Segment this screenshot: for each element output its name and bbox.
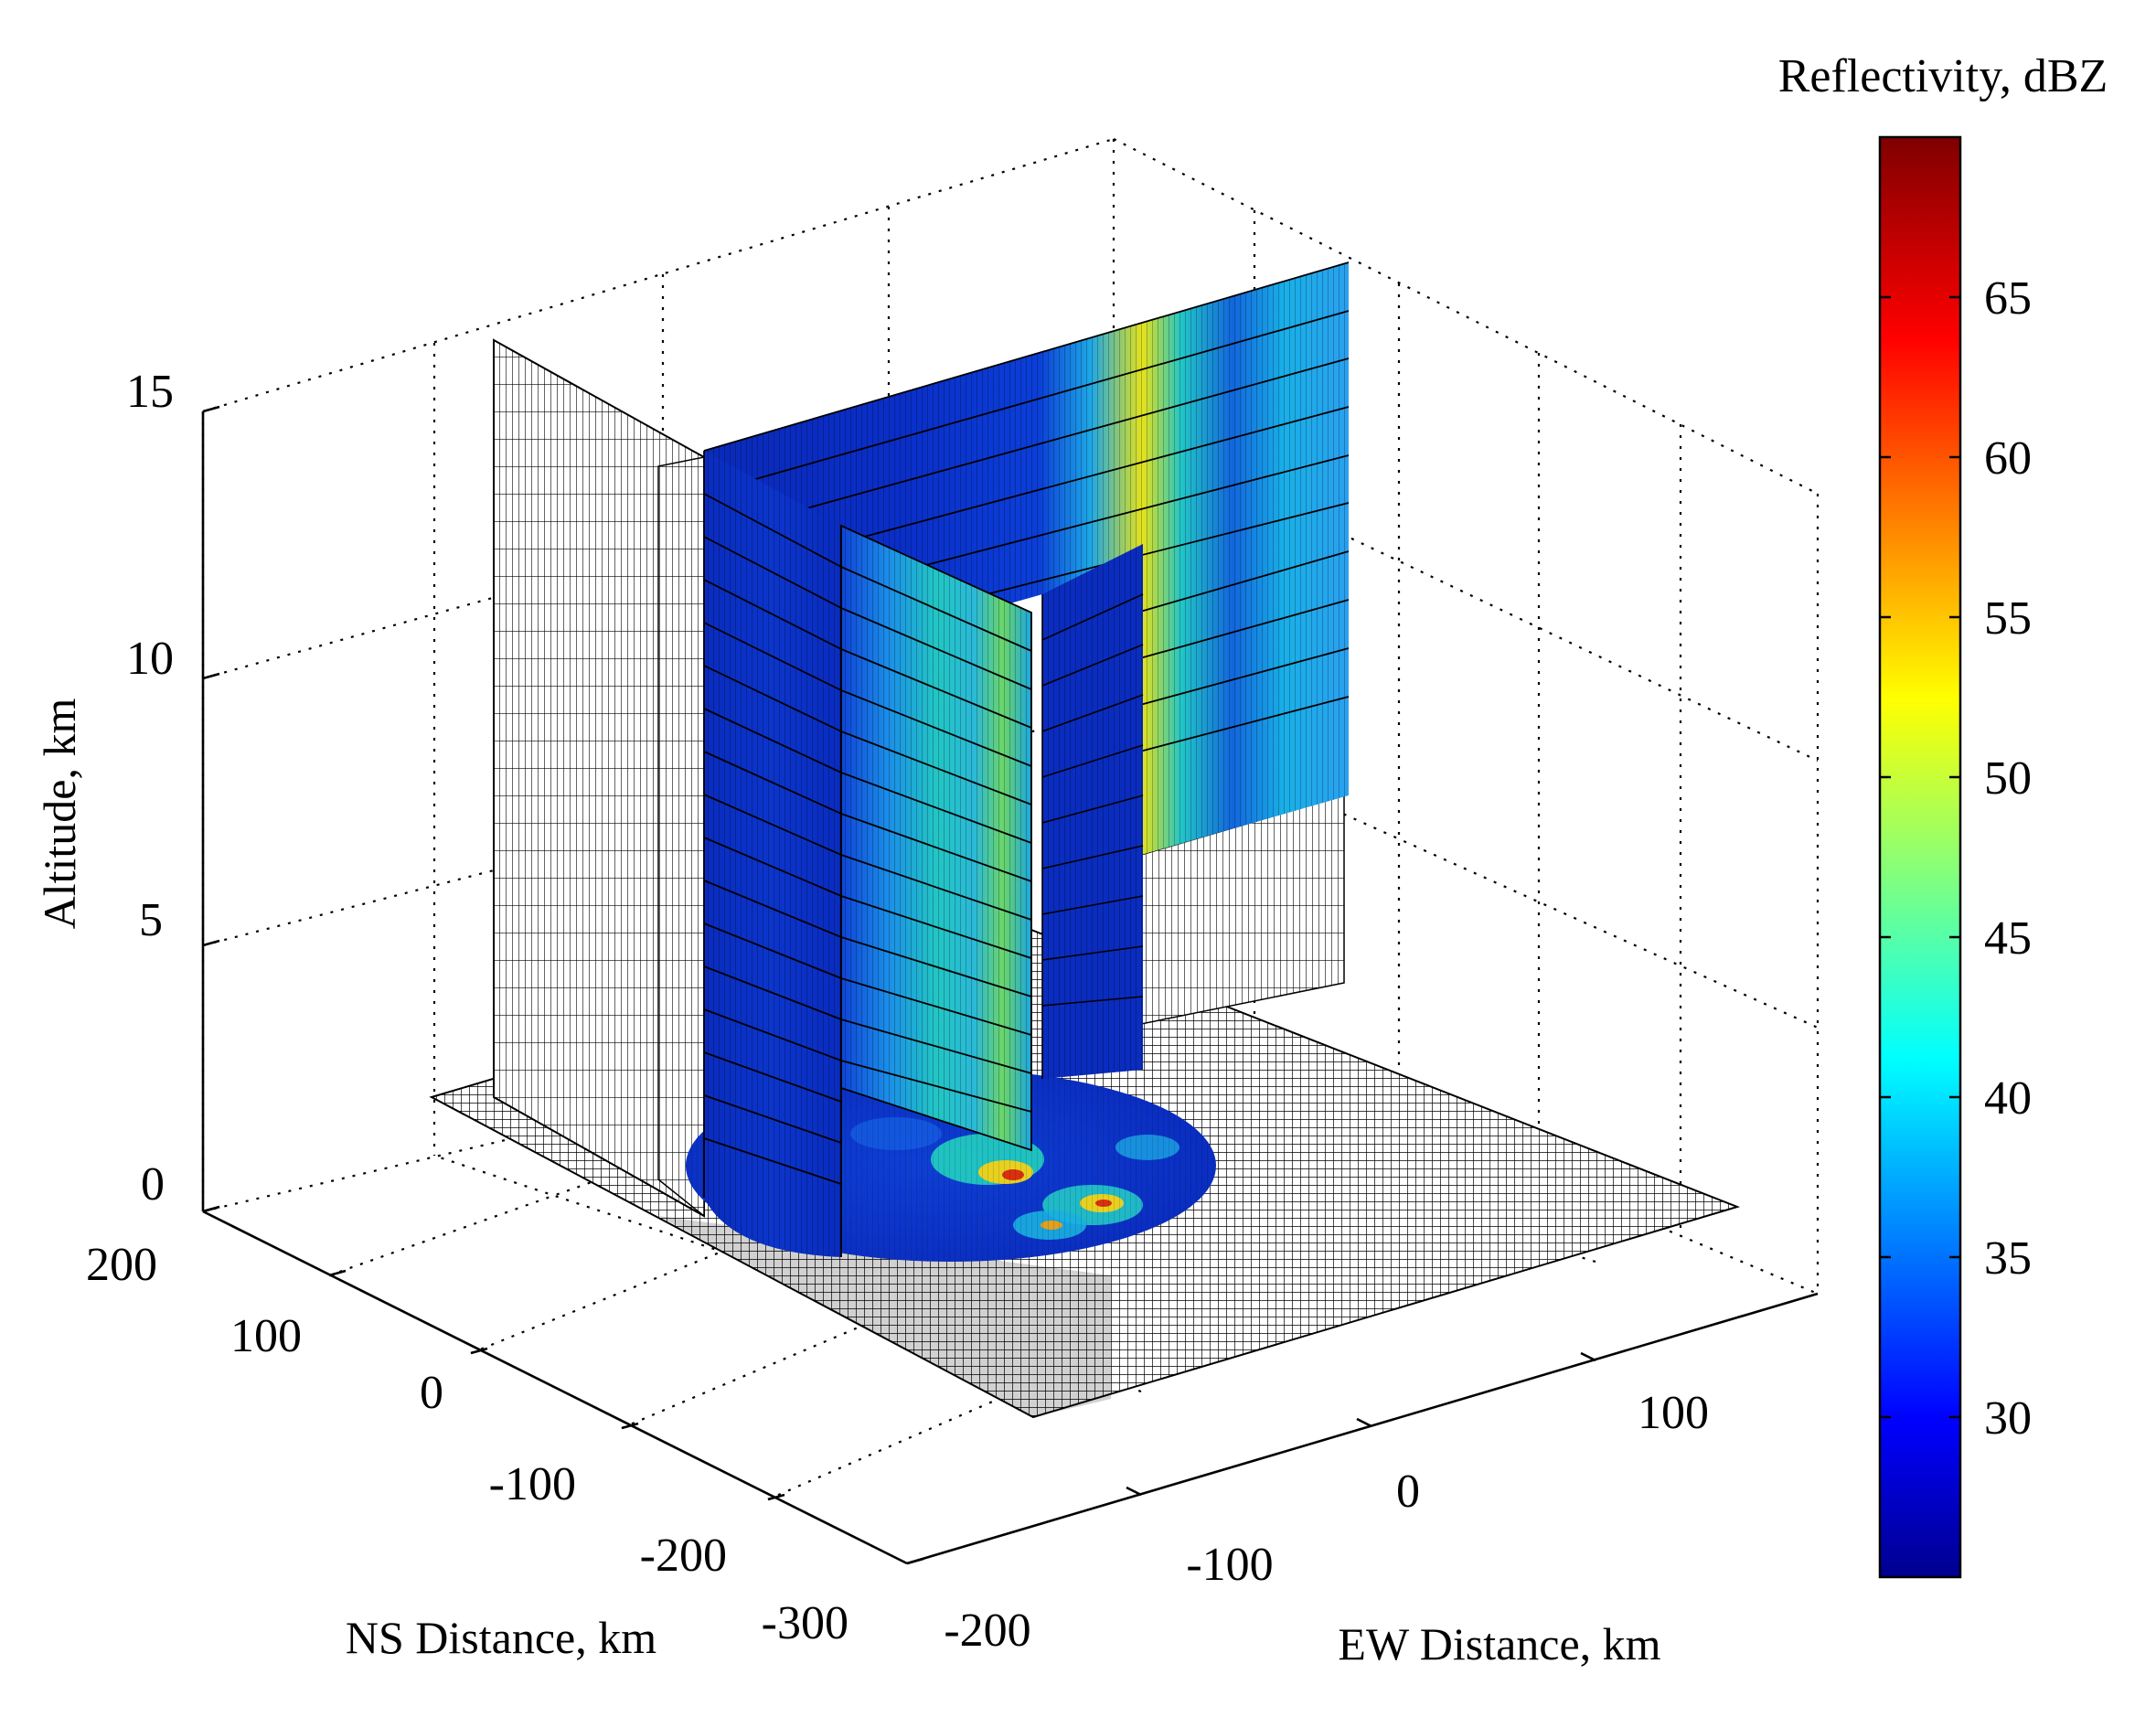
front-slice: [840, 524, 1032, 1152]
colorbar-tick-label: 60: [1984, 432, 2032, 485]
x-tick-label: -100: [1186, 1539, 1273, 1591]
z-axis-label: Altitude, km: [34, 699, 85, 930]
z-tick-label: 0: [141, 1158, 165, 1210]
colorbar-tick-label: 50: [1984, 752, 2032, 805]
y-tick-labels: 200 100 0 -100 -200 -300: [86, 1239, 849, 1649]
y-axis-label: NS Distance, km: [346, 1612, 656, 1663]
x-tick-label: -200: [944, 1605, 1030, 1657]
colorbar-ticks: 30 35 40 45 50 55 60 65: [1880, 272, 2032, 1445]
colorbar-tick-label: 30: [1984, 1392, 2032, 1445]
z-tick-labels: 15 10 5 0: [126, 366, 174, 1210]
z-tick-label: 15: [126, 366, 174, 418]
front-axes: [201, 405, 1819, 1565]
x-tick-labels: -200 -100 0 100: [944, 1387, 1709, 1657]
y-tick-label: -100: [489, 1458, 576, 1510]
left-mesh-wall: [493, 338, 705, 1218]
colorbar-tick-label: 40: [1984, 1072, 2032, 1125]
colorbar-tick-label: 35: [1984, 1232, 2032, 1285]
colorbar-gradient: [1878, 135, 1962, 1579]
colorbar-title: Reflectivity, dBZ: [1778, 50, 2108, 102]
y-tick-label: 0: [420, 1367, 443, 1419]
z-tick-label: 5: [139, 894, 163, 946]
y-tick-label: -300: [762, 1597, 849, 1649]
colorbar-tick-label: 65: [1984, 272, 2032, 325]
colorbar: Reflectivity, dBZ 30 35 40 45 50 55 60 65: [1778, 50, 2108, 1579]
cylinder-slice: [703, 451, 1144, 1257]
x-tick-label: 0: [1396, 1466, 1420, 1518]
colorbar-tick-label: 55: [1984, 592, 2032, 645]
colorbar-tick-label: 45: [1984, 912, 2032, 965]
x-tick-label: 100: [1638, 1387, 1709, 1439]
x-axis-label: EW Distance, km: [1338, 1618, 1660, 1669]
z-tick-label: 10: [126, 633, 174, 685]
y-tick-label: 100: [230, 1310, 302, 1362]
y-tick-label: -200: [640, 1530, 727, 1582]
y-tick-label: 200: [86, 1239, 157, 1291]
